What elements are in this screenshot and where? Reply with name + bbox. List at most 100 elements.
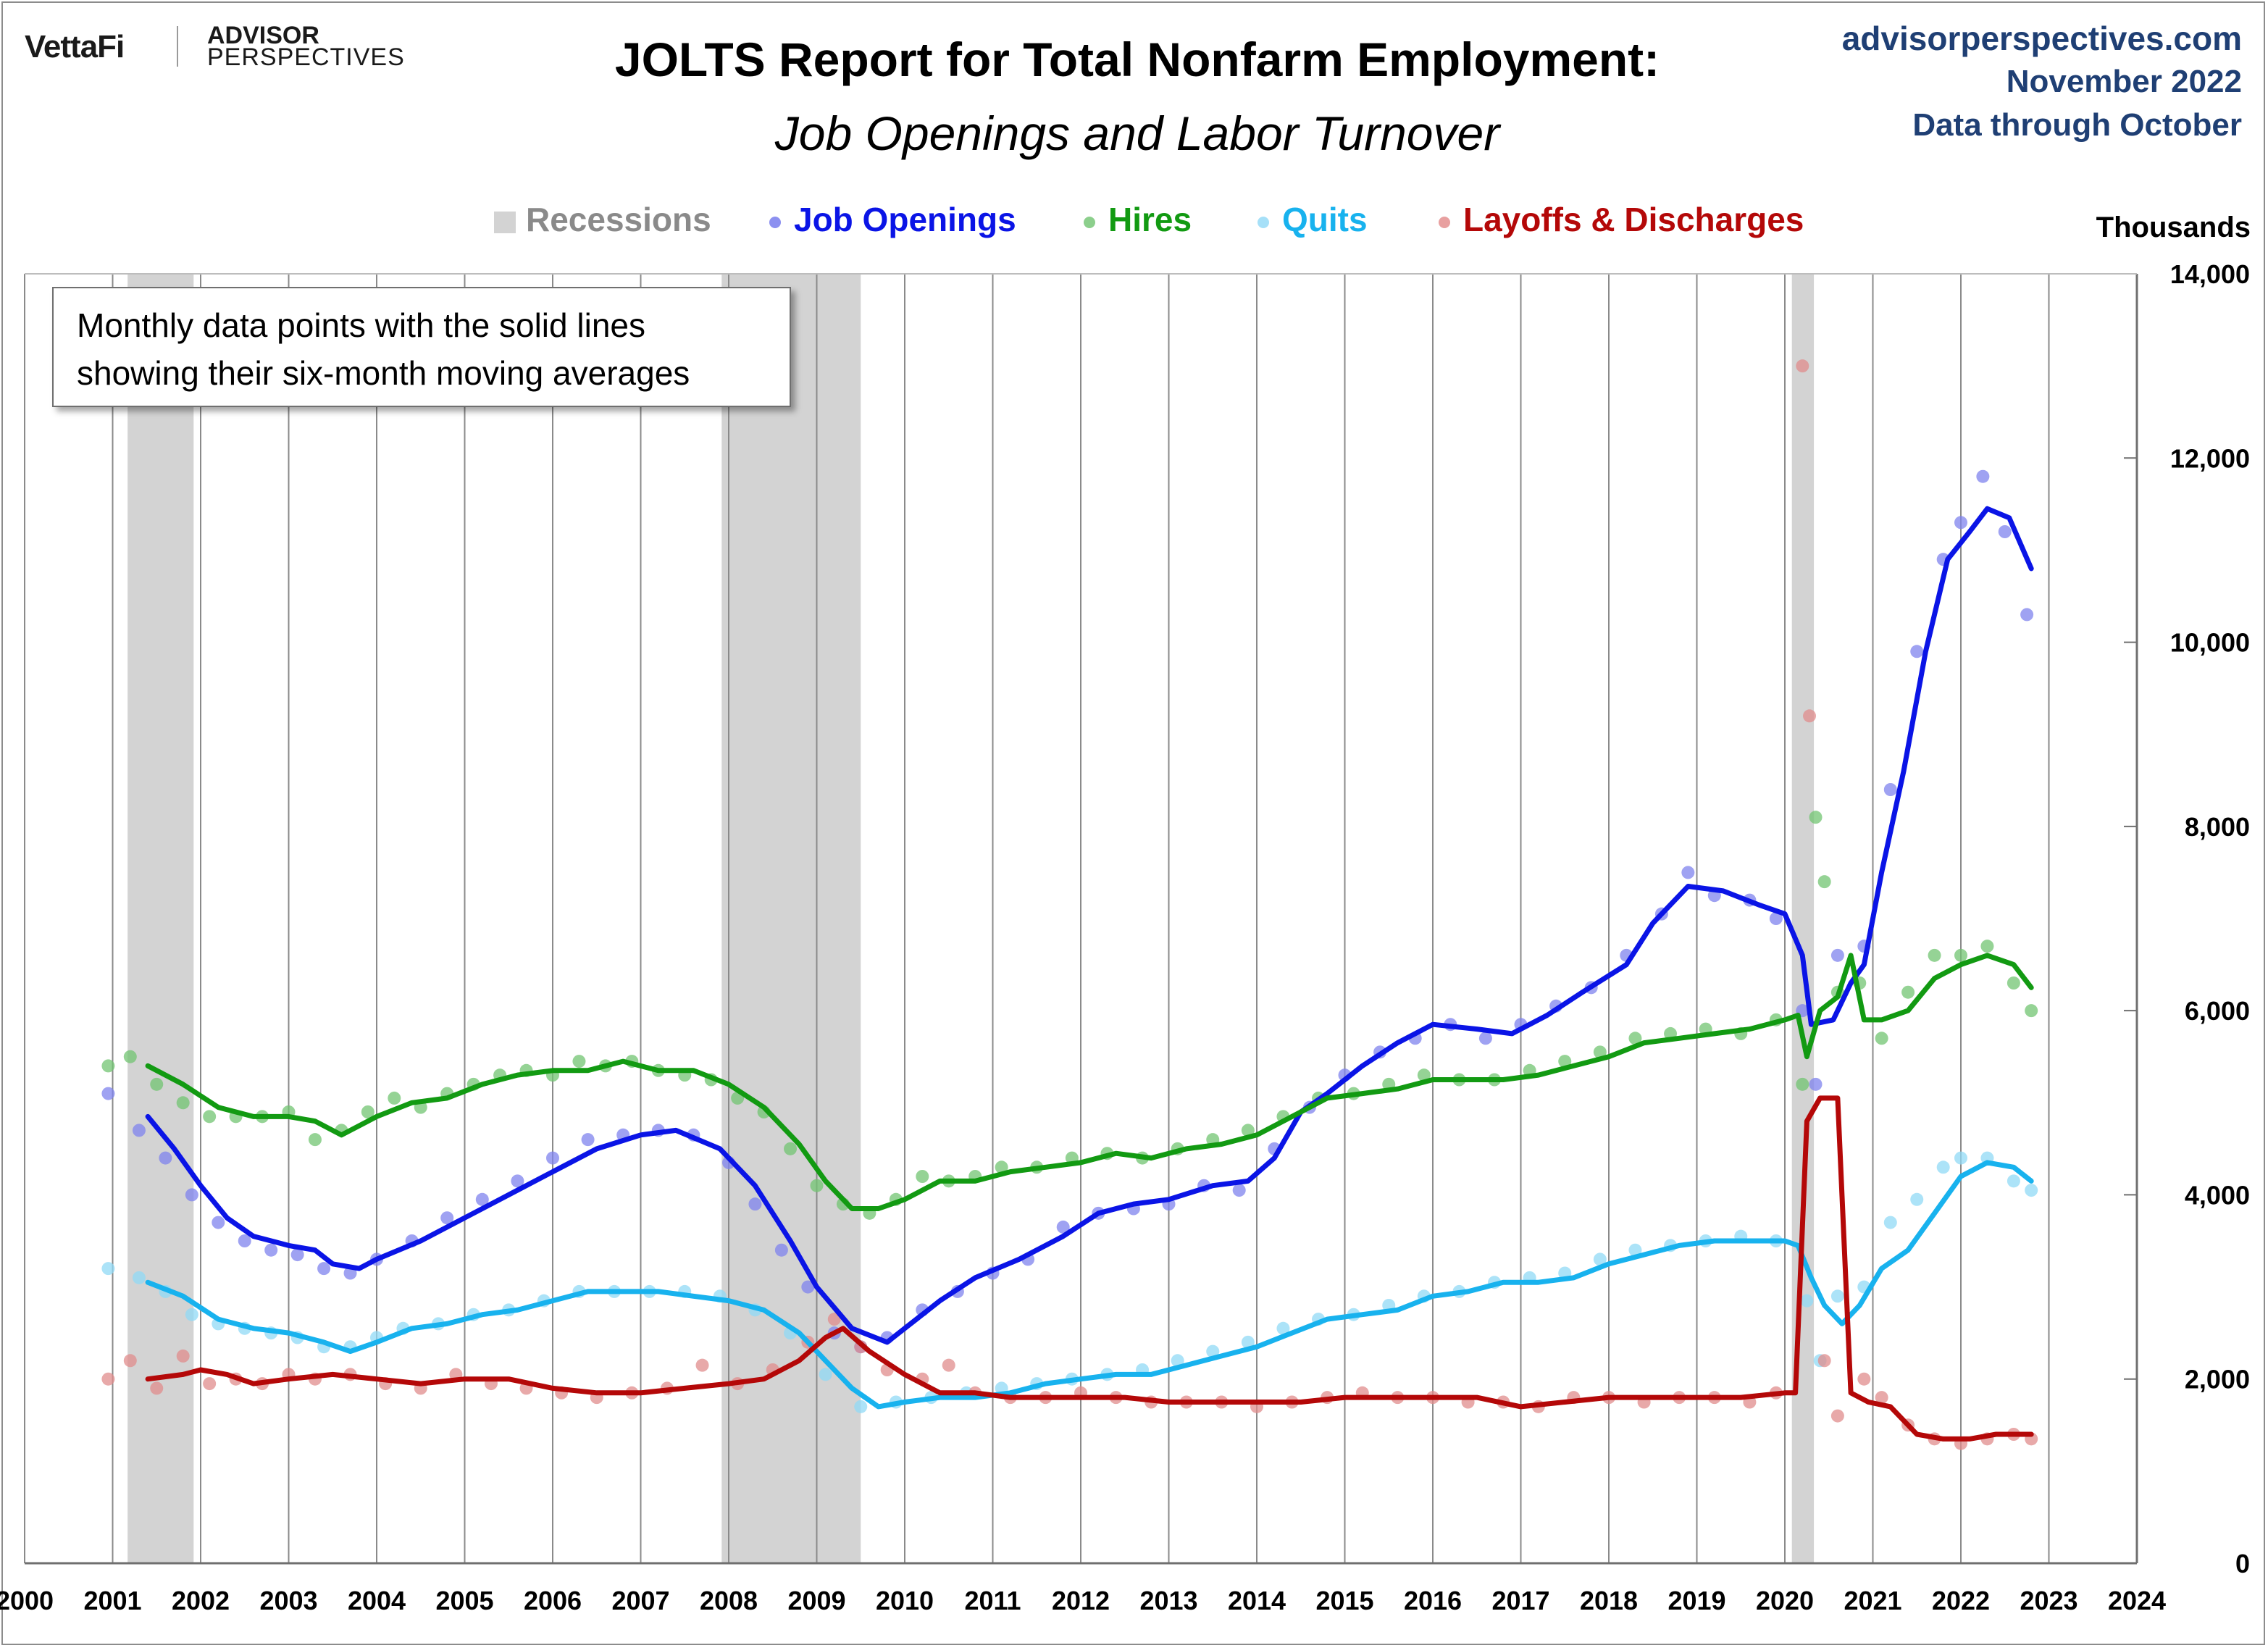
x-tick-label-2017: 2017 [1491,1586,1549,1615]
point-0-63 [2020,608,2034,622]
point-2-3 [185,1308,198,1321]
x-axis-tick-labels: 2000 2001 2002 2003 2004 2005 2006 2007 2008 2009… [0,1586,2166,1615]
point-2-55 [1883,1216,1897,1229]
point-0-1 [132,1124,146,1137]
point-1-41 [1241,1124,1255,1137]
point-2-57 [1936,1160,1950,1174]
point-2-34 [1206,1344,1220,1358]
point-1-50 [1558,1055,1572,1068]
point-3-23 [827,1313,841,1326]
annotation-line-1: Monthly data points with the solid lines [77,306,645,344]
point-2-23 [819,1368,832,1381]
point-1-18 [572,1055,586,1068]
legend-label-layoffs: Layoffs & Discharges [1463,201,1804,238]
logo-divider [177,26,178,67]
point-0-15 [546,1151,559,1165]
point-2-1 [132,1271,146,1284]
x-tick-label-2002: 2002 [172,1586,230,1615]
x-tick-label-2006: 2006 [524,1586,582,1615]
legend-item-hires: Hires [1084,200,1192,239]
point-0-21 [748,1197,762,1211]
point-0-7 [290,1248,304,1262]
x-tick-label-2019: 2019 [1667,1586,1725,1615]
y-tick-label-3: 6,000 [2185,996,2250,1026]
x-tick-label-2005: 2005 [435,1586,493,1615]
point-1-63 [1901,985,1915,999]
point-1-58 [1809,811,1823,824]
point-1-26 [784,1142,798,1155]
point-0-6 [264,1243,278,1257]
point-3-1 [123,1354,137,1368]
y-tick-label-6: 12,000 [2170,443,2250,473]
x-tick-label-2023: 2023 [2020,1586,2077,1615]
chart-axes [25,273,2138,1565]
point-3-3 [176,1349,190,1363]
x-tick-label-2018: 2018 [1580,1586,1638,1615]
point-1-11 [388,1091,401,1105]
legend-marker-job-openings [769,216,781,228]
point-3-52 [1796,359,1809,373]
y-tick-label-5: 10,000 [2170,628,2250,658]
point-0-57 [1883,783,1897,796]
vertical-gridlines [24,274,2138,1563]
point-0-60 [1954,516,1967,530]
point-2-46 [1628,1243,1642,1257]
point-1-52 [1628,1032,1642,1045]
recession-bands [127,274,1815,1563]
point-1-10 [361,1105,374,1118]
point-1-68 [2025,1004,2038,1018]
legend-marker-layoffs [1439,216,1450,228]
x-tick-label-2007: 2007 [611,1586,669,1615]
point-2-36 [1276,1321,1290,1335]
x-tick-label-2010: 2010 [876,1586,934,1615]
point-1-51 [1593,1045,1607,1059]
point-2-45 [1593,1252,1607,1266]
point-0-22 [774,1243,788,1257]
point-1-65 [1954,948,1967,962]
point-2-51 [1800,1294,1814,1308]
point-1-31 [916,1170,929,1183]
point-0-8 [317,1262,331,1276]
x-tick-label-2009: 2009 [787,1586,845,1615]
point-3-57 [1875,1391,1888,1405]
x-tick-label-2021: 2021 [1844,1586,1901,1615]
point-1-4 [203,1110,217,1124]
point-0-62 [1998,525,2012,538]
legend-marker-quits [1258,216,1269,228]
point-0-36 [1232,1184,1246,1197]
point-0-58 [1910,645,1924,658]
point-1-0 [101,1059,115,1073]
report-date: November 2022 [2006,64,2242,99]
x-tick-label-2016: 2016 [1404,1586,1462,1615]
point-0-12 [440,1211,454,1225]
legend-label-job-openings: Job Openings [794,201,1016,238]
point-0-0 [101,1087,115,1100]
x-tick-label-2004: 2004 [348,1586,406,1615]
point-2-56 [1910,1192,1924,1206]
point-3-2 [150,1381,164,1395]
moving-average-line-3 [145,1095,2034,1442]
point-2-24 [854,1400,868,1413]
y-tick-label-4: 8,000 [2185,812,2250,842]
data-through: Data through October [1912,107,2242,143]
data-point-markers [101,359,2038,1450]
y-axis-tick-labels: 0 2,000 4,000 6,000 8,000 10,000 12,000 14,000 [2170,259,2250,1578]
x-tick-label-2013: 2013 [1139,1586,1197,1615]
point-1-67 [2007,976,2020,990]
legend-item-job-openings: Job Openings [769,200,1016,239]
chart-subtitle: Job Openings and Labor Turnover [774,106,1500,160]
point-0-4 [212,1216,225,1229]
point-1-27 [810,1179,824,1192]
point-0-31 [1056,1220,1070,1234]
annotation-line-2: showing their six-month moving averages [77,354,690,392]
x-tick-label-2011: 2011 [964,1586,1021,1615]
y-tick-label-1: 2,000 [2185,1365,2250,1394]
point-3-56 [1857,1372,1871,1386]
point-3-4 [203,1377,217,1391]
point-2-33 [1171,1354,1184,1368]
legend-item-quits: Quits [1258,200,1368,239]
point-0-55 [1830,948,1844,962]
point-3-54 [1817,1354,1831,1368]
point-1-62 [1875,1032,1888,1045]
